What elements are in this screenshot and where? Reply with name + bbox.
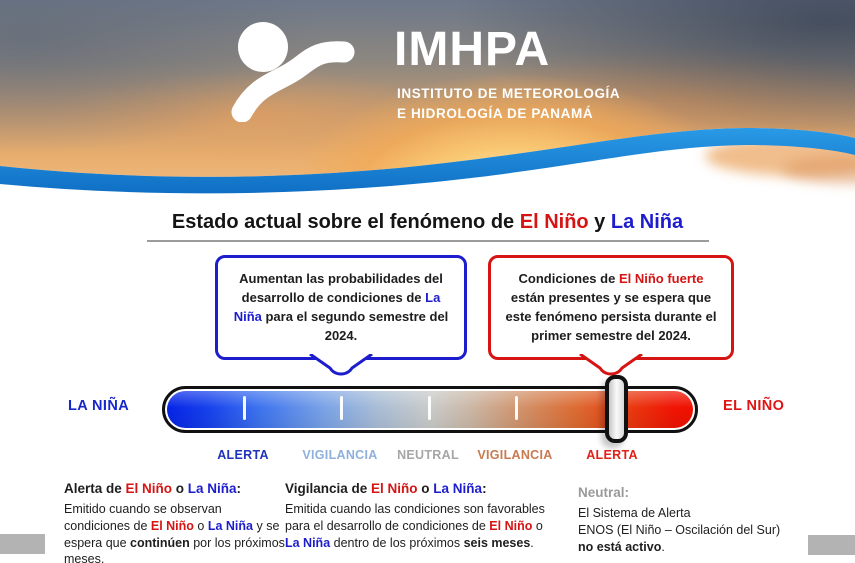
body-la-nina: La Niña: [207, 518, 253, 533]
body-text: por los próximos meses.: [64, 535, 285, 563]
imhpa-logo-icon: [231, 22, 355, 122]
heading-text: :: [482, 481, 487, 496]
zone-label-vigilancia-el-nino: VIGILANCIA: [477, 448, 553, 462]
heading-la-nina: La Niña: [187, 481, 237, 496]
zone-label-vigilancia-la-nina: VIGILANCIA: [302, 448, 378, 462]
gray-block-left: [0, 534, 45, 554]
body-la-nina: La Niña: [285, 535, 331, 550]
body-text: y se espera que: [64, 518, 280, 550]
body-el-nino: El Niño: [489, 518, 533, 533]
alerta-definition-heading: Alerta de El Niño o La Niña:: [64, 480, 290, 498]
heading-el-nino: El Niño: [371, 481, 418, 496]
heading-la-nina: La Niña: [433, 481, 483, 496]
heading-el-nino: El Niño: [125, 481, 173, 496]
neutral-definition-heading: Neutral:: [578, 485, 630, 500]
zone-label-alerta-la-nina: ALERTA: [217, 448, 269, 462]
body-bold-text: continúen: [130, 535, 190, 550]
heading-text: Alerta de: [64, 481, 126, 496]
logo-subtitle-line1: INSTITUTO DE METEOROLOGÍA: [397, 86, 621, 101]
scale-tick: [428, 396, 431, 420]
zone-label-neutral: NEUTRAL: [397, 448, 459, 462]
scale-right-label: EL NIÑO: [723, 398, 785, 414]
la-nina-bubble-text: Aumentan las probabilidades del desarrol…: [239, 271, 443, 305]
gray-block-right: [808, 535, 855, 555]
el-nino-bubble-highlight: El Niño fuerte: [618, 271, 704, 286]
heading-text: Vigilancia de: [285, 481, 372, 496]
el-nino-bubble-tail-icon: [579, 354, 643, 376]
neutral-definition: Neutral: El Sistema de Alerta ENOS (El N…: [578, 484, 840, 555]
title-el-nino: El Niño: [519, 211, 589, 233]
la-nina-bubble: Aumentan las probabilidades del desarrol…: [215, 255, 467, 376]
body-text: .: [661, 539, 665, 554]
scale-marker: [605, 375, 628, 443]
la-nina-bubble-text-2: para el segundo semestre del 2024.: [261, 308, 449, 343]
title-prefix: Estado actual sobre el fenómeno de: [171, 211, 520, 233]
la-nina-bubble-tail-icon: [309, 354, 373, 376]
scale-tick: [340, 396, 343, 420]
heading-text: o: [417, 481, 434, 496]
zone-label-alerta-el-nino: ALERTA: [586, 448, 638, 462]
el-nino-bubble: Condiciones de El Niño fuerte están pres…: [488, 255, 734, 376]
heading-text: o: [172, 481, 188, 496]
title-connector: y: [588, 211, 611, 233]
body-text: Emitido cuando se observan condiciones d…: [64, 502, 222, 533]
body-el-nino: El Niño: [150, 518, 194, 533]
title-la-nina: La Niña: [610, 211, 684, 233]
vigilancia-definition-body: Emitida cuando las condiciones son favor…: [285, 501, 559, 551]
neutral-definition-body: El Sistema de Alerta ENOS (El Niño – Osc…: [578, 505, 840, 555]
vigilancia-definition: Vigilancia de El Niño o La Niña: Emitida…: [285, 480, 559, 551]
la-nina-bubble-highlight: La Niña: [233, 289, 441, 324]
body-text: ENOS (El Niño – Oscilación del Sur): [578, 522, 781, 537]
logo-acronym: IMHPA: [394, 23, 551, 76]
scale-tick: [515, 396, 518, 420]
vigilancia-definition-heading: Vigilancia de El Niño o La Niña:: [285, 480, 559, 498]
body-text: dentro de los próximos: [330, 535, 464, 550]
title-underline: [146, 240, 709, 242]
page-title: Estado actual sobre el fenómeno de El Ni…: [0, 211, 855, 234]
el-nino-bubble-text-2: están presentes y se espera que este fen…: [505, 289, 717, 343]
body-text: o: [532, 518, 543, 533]
scale-tick: [243, 396, 246, 420]
body-text: o: [193, 518, 208, 533]
body-bold-text: no está activo: [578, 539, 662, 554]
body-bold-text: seis meses: [463, 535, 531, 550]
logo-subtitle-line2: E HIDROLOGÍA DE PANAMÁ: [397, 105, 594, 121]
body-text: Emitida cuando las condiciones son favor…: [285, 502, 545, 533]
alerta-definition: Alerta de El Niño o La Niña: Emitido cua…: [64, 480, 290, 563]
wave-divider: [0, 128, 855, 206]
logo-subtitle: INSTITUTO DE METEOROLOGÍA E HIDROLOGÍA D…: [397, 84, 620, 123]
enso-scale-bar: [162, 375, 698, 443]
scale-left-label: LA NIÑA: [68, 398, 130, 414]
heading-text: :: [236, 481, 242, 496]
el-nino-bubble-text: Condiciones de: [518, 271, 619, 286]
body-text: .: [530, 535, 534, 550]
alerta-definition-body: Emitido cuando se observan condiciones d…: [64, 501, 290, 563]
body-text: El Sistema de Alerta: [578, 506, 691, 521]
